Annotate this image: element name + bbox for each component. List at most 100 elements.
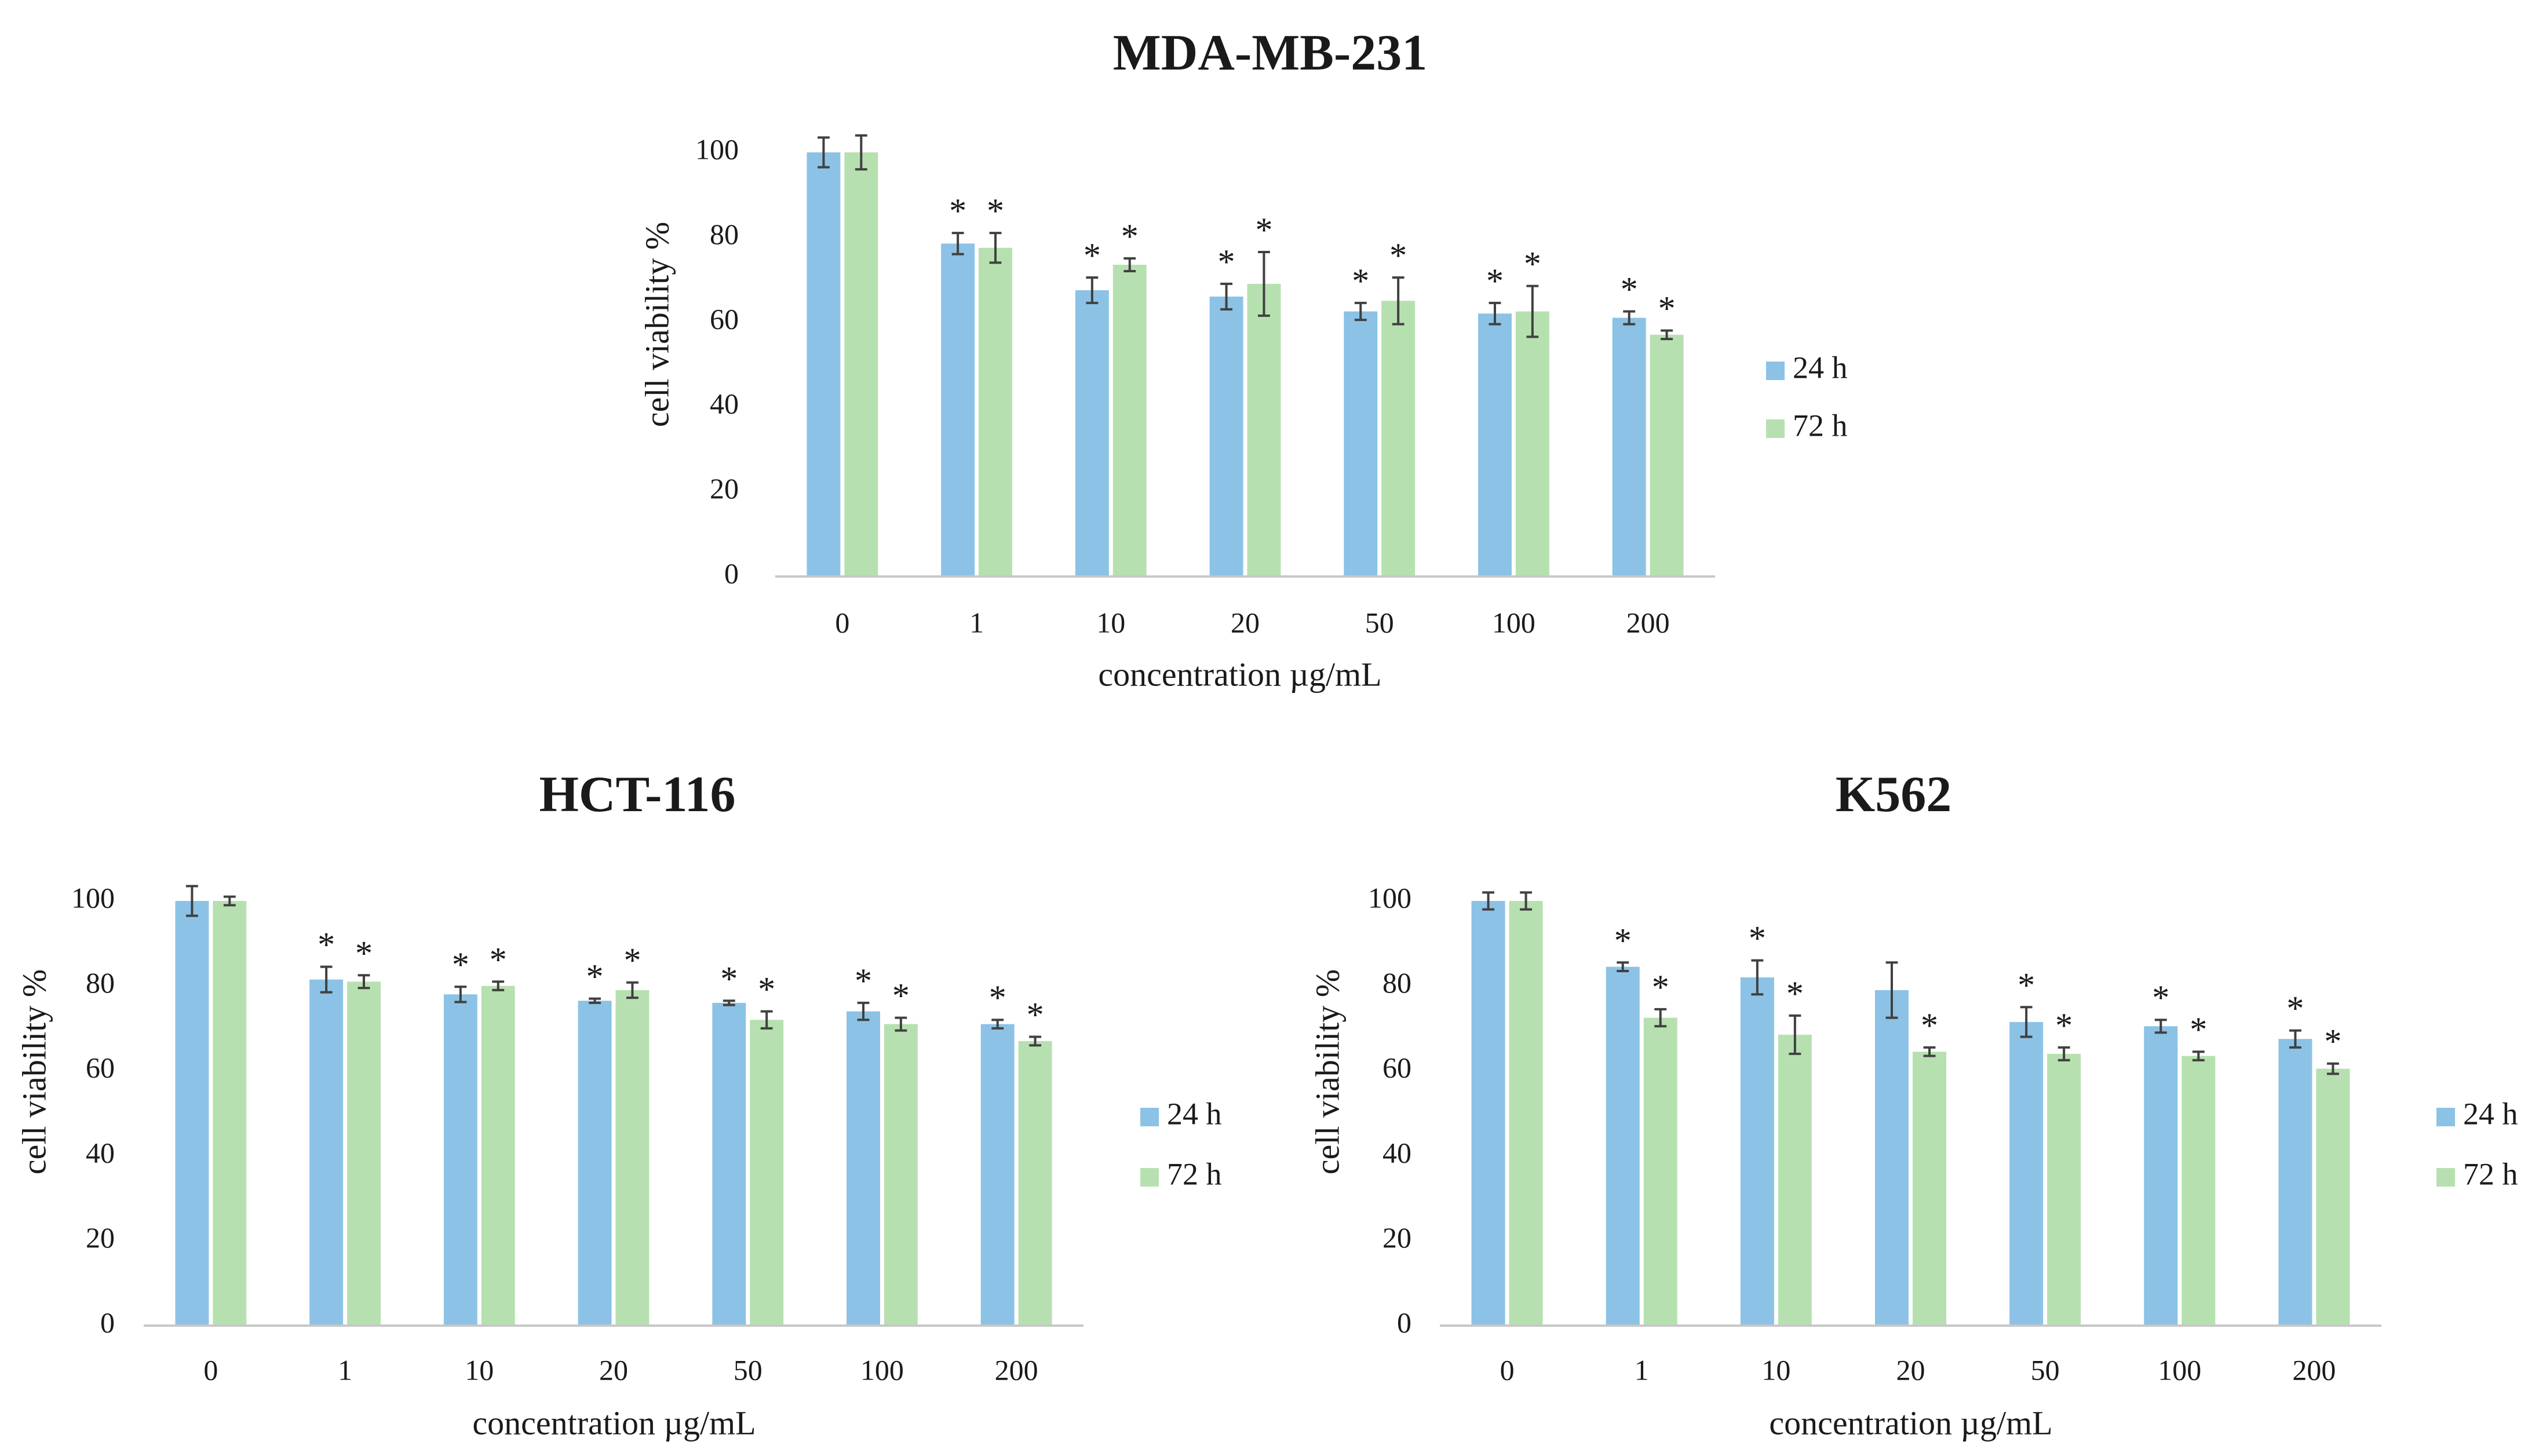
bar-24h	[1209, 296, 1243, 576]
legend-label: 72 h	[2463, 1156, 2518, 1191]
bar-72h	[1912, 1052, 1947, 1326]
y-tick-label: 0	[100, 1306, 115, 1338]
chart-title: MDA-MB-231	[1113, 25, 1428, 81]
bar-72h	[481, 986, 515, 1326]
x-tick-label: 10	[465, 1353, 494, 1386]
x-tick-label: 100	[1492, 606, 1535, 638]
x-tick-label: 20	[599, 1353, 628, 1386]
x-axis-label: concentration µg/mL	[472, 1404, 756, 1442]
y-axis-label: cell viability %	[15, 969, 53, 1174]
bar-72h	[979, 247, 1012, 576]
bar-24h	[443, 994, 477, 1326]
x-tick-label: 200	[995, 1353, 1038, 1386]
x-tick-label: 50	[2031, 1353, 2060, 1386]
x-tick-label: 10	[1096, 606, 1125, 638]
significance-star: *	[1786, 975, 1804, 1013]
y-tick-label: 40	[86, 1136, 115, 1169]
bar-72h	[1650, 334, 1684, 576]
y-tick-label: 60	[710, 302, 739, 335]
bar-72h	[1018, 1041, 1052, 1326]
significance-star: *	[1749, 919, 1766, 958]
x-tick-label: 1	[1635, 1353, 1649, 1386]
significance-star: *	[1352, 262, 1369, 300]
y-tick-label: 0	[724, 557, 739, 589]
chart-k562: K562 0 20 40 60 80 100 * * * * * * * * * * * 0 1 10 20 50 100 20…	[1308, 767, 2518, 1442]
bar-72h	[750, 1020, 784, 1326]
significance-star: *	[2055, 1006, 2073, 1045]
x-axis-label: concentration µg/mL	[1769, 1404, 2052, 1442]
bar-24h	[1075, 290, 1109, 576]
significance-star: *	[1084, 236, 1101, 275]
significance-star: *	[1621, 271, 1638, 309]
bar-72h	[2047, 1053, 2081, 1326]
chart-mda-mb-231: MDA-MB-231 0 20 40 60 80 100 * * * * * * * * * * * * 0 1 10 20…	[638, 25, 1847, 693]
significance-star: *	[949, 192, 966, 230]
legend-swatch-72h	[1766, 419, 1785, 438]
y-tick-label: 0	[1397, 1306, 1411, 1338]
x-tick-label: 200	[2292, 1353, 2336, 1386]
significance-star: *	[1486, 262, 1504, 300]
legend-label: 24 h	[2463, 1096, 2518, 1131]
significance-star: *	[720, 959, 738, 998]
significance-star: *	[355, 934, 373, 972]
significance-star: *	[1027, 996, 1044, 1034]
bar-72h	[347, 981, 381, 1326]
significance-star: *	[1921, 1006, 1938, 1045]
x-tick-label: 200	[1626, 606, 1670, 638]
bar-24h	[2009, 1021, 2044, 1326]
y-tick-label: 20	[86, 1221, 115, 1254]
bar-72h	[844, 152, 878, 576]
legend-label: 72 h	[1167, 1156, 1222, 1191]
bar-72h	[1643, 1017, 1677, 1326]
bar-72h	[1381, 301, 1416, 576]
significance-star: *	[2286, 990, 2304, 1028]
bar-72h	[1247, 283, 1281, 576]
significance-star: *	[758, 970, 775, 1009]
significance-star: *	[989, 979, 1006, 1017]
x-tick-label: 1	[969, 606, 984, 638]
y-tick-label: 80	[1382, 966, 1411, 999]
y-tick-label: 80	[710, 218, 739, 250]
significance-star: *	[987, 192, 1004, 230]
bar-72h	[1112, 264, 1147, 577]
y-tick-label: 60	[1382, 1052, 1411, 1084]
legend-label: 24 h	[1793, 350, 1848, 385]
bar-24h	[1344, 311, 1378, 576]
bar-72h	[2182, 1056, 2216, 1326]
bar-24h	[2144, 1026, 2178, 1326]
bar-24h	[1606, 966, 1640, 1326]
x-tick-label: 50	[1365, 606, 1394, 638]
x-tick-label: 100	[860, 1353, 904, 1386]
bar-24h	[175, 901, 209, 1326]
y-tick-label: 60	[86, 1052, 115, 1084]
bar-72h	[213, 901, 247, 1326]
x-tick-label: 1	[338, 1353, 352, 1386]
bar-24h	[941, 243, 975, 576]
x-tick-label: 100	[2158, 1353, 2201, 1386]
bar-24h	[578, 1001, 612, 1326]
y-tick-label: 20	[1382, 1221, 1411, 1254]
significance-star: *	[490, 940, 507, 979]
y-tick-label: 100	[695, 133, 739, 165]
x-tick-label: 0	[1500, 1353, 1515, 1386]
bar-24h	[847, 1011, 880, 1326]
legend-swatch-24h	[1140, 1108, 1159, 1126]
bar-72h	[1509, 901, 1543, 1326]
y-axis-label: cell viability %	[1308, 969, 1346, 1174]
bar-72h	[2316, 1068, 2350, 1326]
significance-star: *	[855, 962, 872, 1000]
x-tick-label: 10	[1761, 1353, 1790, 1386]
bar-24h	[980, 1024, 1015, 1326]
bar-24h	[1612, 318, 1646, 576]
bar-24h	[309, 979, 344, 1326]
legend-swatch-24h	[1766, 362, 1785, 380]
y-tick-label: 40	[1382, 1136, 1411, 1169]
legend-swatch-72h	[2436, 1168, 2455, 1187]
significance-star: *	[1524, 245, 1541, 283]
chart-title: HCT-116	[539, 767, 735, 823]
y-tick-label: 20	[710, 472, 739, 505]
bar-24h	[2278, 1039, 2312, 1326]
significance-star: *	[2190, 1010, 2207, 1049]
x-axis-label: concentration µg/mL	[1098, 655, 1381, 693]
